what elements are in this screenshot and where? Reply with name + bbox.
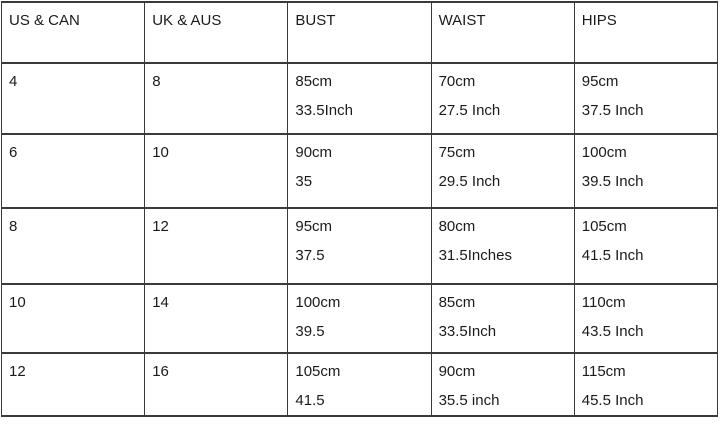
hips-inch-value: 37.5 Inch	[581, 102, 644, 119]
hips-cm-value: 105cm	[581, 218, 627, 235]
hips-inch-value: 41.5 Inch	[581, 247, 644, 264]
table-body: 4 8 85cm 33.5Inch 70cm 27.5 Inch 95cm 37…	[0, 62, 719, 417]
cell-uk-aus: 10	[144, 133, 289, 209]
cell-uk-aus: 8	[144, 62, 289, 135]
bust-cm-value: 100cm	[295, 294, 341, 311]
cell-hips: 105cm 41.5 Inch	[573, 207, 719, 285]
table-header: US & CAN UK & AUS BUST WAIST HIPS	[0, 1, 719, 64]
waist-cm-value: 90cm	[438, 363, 476, 380]
bust-cm-value: 85cm	[295, 73, 333, 90]
waist-inch-value: 31.5Inches	[438, 247, 512, 264]
header-bust: BUST	[287, 1, 432, 64]
cell-bust: 105cm 41.5	[287, 352, 432, 417]
waist-inch-value: 27.5 Inch	[438, 102, 501, 119]
cell-uk-aus: 12	[144, 207, 289, 285]
table-row: 10 14 100cm 39.5 85cm 33.5Inch 110cm 43.…	[0, 283, 719, 354]
bust-inch-value: 37.5	[295, 247, 325, 264]
hips-cm-value: 100cm	[581, 144, 627, 161]
header-row: US & CAN UK & AUS BUST WAIST HIPS	[0, 1, 719, 64]
table-row: 4 8 85cm 33.5Inch 70cm 27.5 Inch 95cm 37…	[0, 62, 719, 135]
waist-cm-value: 75cm	[438, 144, 476, 161]
size-conversion-table: US & CAN UK & AUS BUST WAIST HIPS 4 8 85…	[0, 1, 719, 417]
cell-bust: 85cm 33.5Inch	[287, 62, 432, 135]
table-row: 8 12 95cm 37.5 80cm 31.5Inches 105cm 41.…	[0, 207, 719, 285]
cell-waist: 70cm 27.5 Inch	[430, 62, 575, 135]
bust-cm-value: 95cm	[295, 218, 333, 235]
cell-uk-aus: 14	[144, 283, 289, 354]
bust-inch-value: 35	[295, 173, 313, 190]
bust-inch-value: 39.5	[295, 323, 325, 340]
cell-hips: 100cm 39.5 Inch	[573, 133, 719, 209]
cell-waist: 80cm 31.5Inches	[430, 207, 575, 285]
bust-inch-value: 41.5	[295, 392, 325, 409]
table-row: 12 16 105cm 41.5 90cm 35.5 inch 115cm 45…	[0, 352, 719, 417]
cell-hips: 110cm 43.5 Inch	[573, 283, 719, 354]
cell-bust: 100cm 39.5	[287, 283, 432, 354]
table-row: 6 10 90cm 35 75cm 29.5 Inch 100cm 39.5 I…	[0, 133, 719, 209]
waist-inch-value: 33.5Inch	[438, 323, 497, 340]
hips-inch-value: 45.5 Inch	[581, 392, 644, 409]
cell-us-can: 10	[0, 283, 146, 354]
cell-hips: 115cm 45.5 Inch	[573, 352, 719, 417]
header-us-can: US & CAN	[0, 1, 146, 64]
cell-uk-aus: 16	[144, 352, 289, 417]
header-hips: HIPS	[573, 1, 719, 64]
hips-inch-value: 39.5 Inch	[581, 173, 644, 190]
cell-hips: 95cm 37.5 Inch	[573, 62, 719, 135]
hips-cm-value: 95cm	[581, 73, 619, 90]
header-uk-aus: UK & AUS	[144, 1, 289, 64]
bust-cm-value: 90cm	[295, 144, 333, 161]
waist-inch-value: 35.5 inch	[438, 392, 500, 409]
waist-cm-value: 70cm	[438, 73, 476, 90]
cell-bust: 95cm 37.5	[287, 207, 432, 285]
cell-waist: 75cm 29.5 Inch	[430, 133, 575, 209]
header-waist: WAIST	[430, 1, 575, 64]
cell-waist: 90cm 35.5 inch	[430, 352, 575, 417]
cell-us-can: 6	[0, 133, 146, 209]
cell-bust: 90cm 35	[287, 133, 432, 209]
cell-us-can: 12	[0, 352, 146, 417]
waist-cm-value: 85cm	[438, 294, 476, 311]
cell-us-can: 8	[0, 207, 146, 285]
bust-inch-value: 33.5Inch	[295, 102, 353, 119]
cell-waist: 85cm 33.5Inch	[430, 283, 575, 354]
waist-cm-value: 80cm	[438, 218, 476, 235]
bust-cm-value: 105cm	[295, 363, 341, 380]
hips-inch-value: 43.5 Inch	[581, 323, 644, 340]
hips-cm-value: 110cm	[581, 294, 626, 311]
hips-cm-value: 115cm	[581, 363, 626, 380]
waist-inch-value: 29.5 Inch	[438, 173, 501, 190]
cell-us-can: 4	[0, 62, 146, 135]
